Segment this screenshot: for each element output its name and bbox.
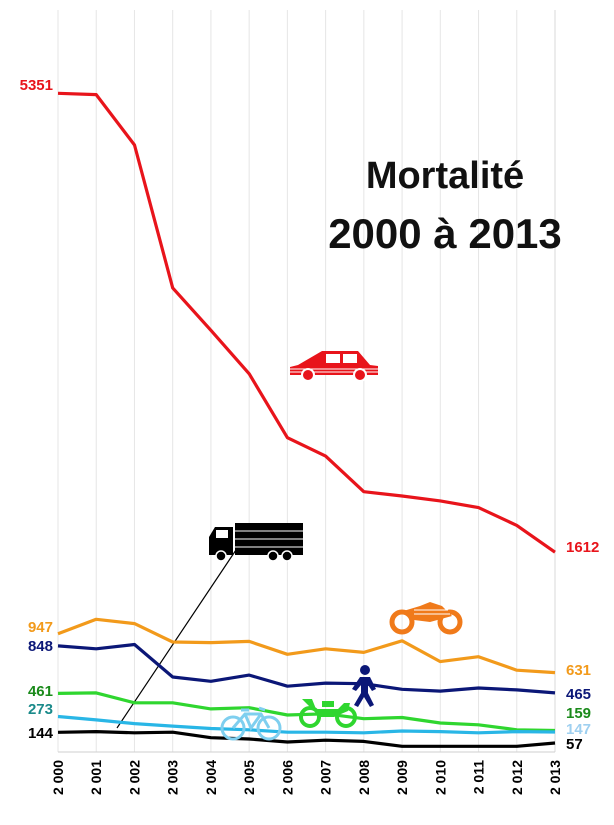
x-tick-label: 2 009 (394, 760, 410, 795)
x-tick-label: 2 007 (318, 760, 334, 795)
series-line-bicycle (57, 714, 556, 735)
start-value-label: 5351 (20, 77, 53, 94)
car-icon (290, 351, 378, 382)
chart-title-line2: 2000 à 2013 (328, 210, 562, 257)
end-value-label: 465 (566, 686, 591, 703)
pedestrian-icon (352, 665, 376, 707)
series-line-pedestrian (57, 642, 556, 695)
value-labels: 5351 1612 947 631 848 465 461 159 273 147 144 57 (20, 77, 600, 753)
end-value-label: 57 (566, 736, 583, 753)
start-value-label: 461 (28, 683, 53, 700)
start-value-label: 947 (28, 619, 53, 636)
moped-icon (299, 699, 357, 728)
series-lines (57, 91, 556, 748)
series-line-motorcycle (57, 617, 556, 675)
x-tick-label: 2 004 (203, 760, 219, 795)
x-tick-label: 2 012 (509, 760, 525, 795)
x-tick-labels: 2 000 2 001 2 002 2 003 2 004 2 005 2 006 2 007… (50, 760, 563, 795)
truck-pointer-line (116, 531, 249, 729)
chart-title-line1: Mortalité (365, 155, 525, 197)
x-tick-label: 2 000 (50, 760, 66, 795)
x-tick-label: 2 005 (241, 760, 257, 795)
start-value-label: 273 (28, 701, 53, 718)
x-tick-label: 2 001 (88, 760, 104, 795)
x-tick-label: 2 006 (279, 760, 295, 795)
series-line-moped (57, 691, 556, 733)
start-value-label: 848 (28, 638, 53, 655)
x-tick-label: 2 002 (126, 760, 142, 795)
x-tick-label: 2 008 (356, 760, 372, 795)
x-tick-label: 2 010 (432, 760, 448, 795)
x-tick-label: 2 013 (547, 760, 563, 795)
end-value-label: 159 (566, 705, 591, 722)
start-value-label: 144 (28, 725, 54, 742)
bicycle-icon (220, 706, 282, 741)
x-tick-label: 2 003 (165, 760, 181, 795)
x-tick-label: 2 011 (471, 760, 487, 794)
motorcycle-icon (389, 602, 463, 635)
series-line-car (57, 91, 556, 554)
end-value-label: 631 (566, 662, 591, 679)
truck-icon (209, 523, 303, 562)
end-value-label: 1612 (566, 539, 599, 556)
series-line-truck (57, 729, 556, 748)
end-value-label: 147 (566, 721, 591, 738)
